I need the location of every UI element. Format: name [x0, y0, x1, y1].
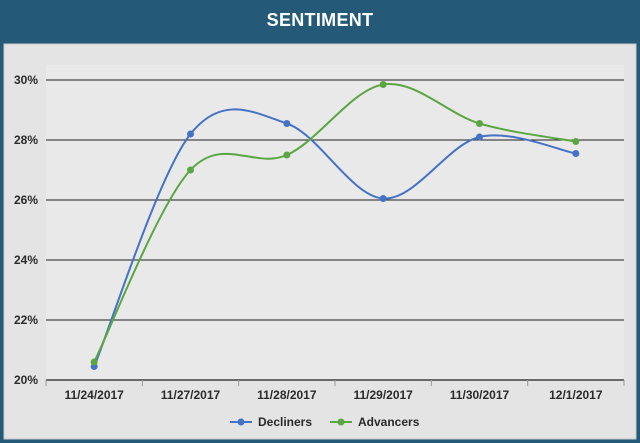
- x-tick-label: 11/24/2017: [64, 388, 124, 402]
- x-tick-label: 11/27/2017: [161, 388, 221, 402]
- decliners-data-point: [379, 195, 387, 202]
- plot-area: [46, 65, 624, 380]
- decliners-legend-label: Decliners: [258, 415, 312, 429]
- x-tick-label: 11/29/2017: [353, 388, 413, 402]
- advancers-data-point: [187, 166, 194, 174]
- y-tick-label: 26%: [14, 193, 38, 207]
- advancers-data-point: [476, 120, 483, 127]
- decliners-data-point: [187, 130, 194, 138]
- x-tick-label: 12/1/2017: [549, 388, 603, 402]
- y-tick-label: 20%: [14, 373, 38, 387]
- decliners-data-point: [572, 150, 580, 157]
- decliners-data-point: [476, 133, 483, 141]
- decliners-data-point: [283, 120, 291, 127]
- advancers-data-point: [379, 81, 387, 88]
- y-tick-label: 24%: [14, 253, 38, 267]
- y-tick-label: 30%: [14, 73, 38, 87]
- y-tick-label: 28%: [14, 133, 38, 147]
- x-tick-label: 11/28/2017: [257, 388, 317, 402]
- advancers-data-point: [283, 151, 291, 159]
- chart-title: SENTIMENT: [266, 10, 374, 30]
- advancers-legend-label: Advancers: [358, 415, 420, 429]
- decliners-legend-marker: [237, 418, 245, 426]
- advancers-data-point: [90, 358, 98, 366]
- x-tick-label: 11/30/2017: [450, 388, 510, 402]
- y-tick-label: 22%: [14, 313, 38, 327]
- advancers-data-point: [572, 138, 580, 145]
- advancers-legend-marker: [337, 418, 345, 426]
